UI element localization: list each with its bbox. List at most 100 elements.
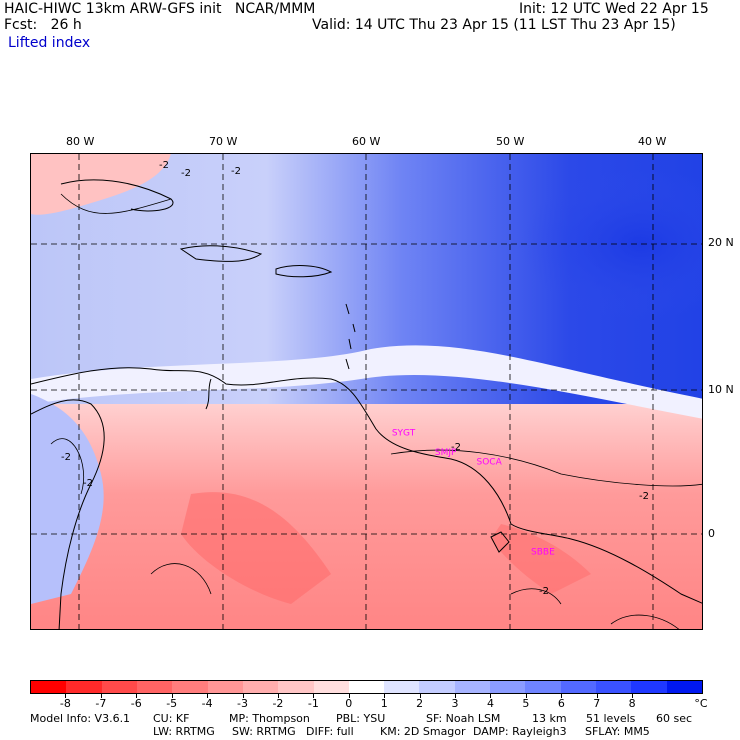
resolution: 13 km xyxy=(532,712,567,725)
station-label: SMJP xyxy=(435,448,457,458)
lat-label-20n: 20 N xyxy=(708,236,734,249)
contour-label: -2 xyxy=(451,442,461,453)
lon-label-60w: 60 W xyxy=(352,135,381,148)
colorbar-swatch xyxy=(384,681,420,693)
diff-scheme: DIFF: full xyxy=(306,725,354,738)
km-scheme: KM: 2D Smagor xyxy=(380,725,466,738)
colorbar-swatch xyxy=(207,681,243,693)
lat-label-10n: 10 N xyxy=(708,383,734,396)
colorbar-tick xyxy=(525,694,527,698)
contour-label: -2 xyxy=(231,166,241,177)
colorbar-swatch xyxy=(136,681,173,693)
colorbar-tick-label: 8 xyxy=(628,697,636,710)
valid-time: Valid: 14 UTC Thu 23 Apr 15 (11 LST Thu … xyxy=(312,17,676,33)
colorbar-swatch xyxy=(560,681,596,693)
pbl-scheme: PBL: YSU xyxy=(336,712,386,725)
colorbar-tick-label: -8 xyxy=(59,697,71,710)
colorbar-swatch xyxy=(31,681,67,693)
colorbar-tick xyxy=(632,694,634,698)
contour-label: -2 xyxy=(83,478,93,489)
colorbar-tick xyxy=(313,694,315,698)
colorbar-swatch xyxy=(596,681,632,693)
vertical-levels: 51 levels xyxy=(586,712,636,725)
colorbar-tick-label: -4 xyxy=(201,697,213,710)
station-label: SYGT xyxy=(392,428,416,438)
south-unstable-field xyxy=(31,404,702,629)
colorbar-tick-label: 3 xyxy=(451,697,459,710)
forecast-hour: Fcst: 26 h xyxy=(4,17,82,33)
colorbar-swatch xyxy=(242,681,279,693)
colorbar-tick xyxy=(596,694,598,698)
colorbar-tick-label: 4 xyxy=(486,697,494,710)
cu-scheme: CU: KF xyxy=(153,712,190,725)
colorbar-unit: °C xyxy=(694,697,708,710)
colorbar-tick-label: 5 xyxy=(522,697,530,710)
colorbar-swatch xyxy=(631,681,667,693)
colorbar-tick xyxy=(100,694,102,698)
lw-scheme: LW: RRTMG xyxy=(153,725,215,738)
colorbar-tick-label: -3 xyxy=(237,697,248,710)
colorbar-tick xyxy=(207,694,209,698)
sw-scheme: SW: RRTMG xyxy=(232,725,296,738)
model-title: HAIC-HIWC 13km ARW-GFS init NCAR/MMM xyxy=(4,1,316,17)
colorbar-swatch xyxy=(278,681,314,693)
colorbar-tick-label: -2 xyxy=(272,697,284,710)
contour-label: -2 xyxy=(539,586,549,597)
colorbar-tick-label: -7 xyxy=(95,697,107,710)
colorbar-tick xyxy=(277,694,279,698)
colorbar-swatch xyxy=(454,681,491,693)
colorbar-tick-label: 2 xyxy=(416,697,424,710)
colorbar-tick xyxy=(455,694,457,698)
colorbar-tick-label: 6 xyxy=(557,697,565,710)
colorbar-tick xyxy=(561,694,563,698)
colorbar-tick xyxy=(136,694,138,698)
northwest-red-patch xyxy=(31,154,171,215)
colorbar-swatch xyxy=(66,681,102,693)
colorbar-tick-label: 1 xyxy=(380,697,388,710)
mp-scheme: MP: Thompson xyxy=(229,712,310,725)
lon-label-50w: 50 W xyxy=(496,135,525,148)
time-step: 60 sec xyxy=(656,712,693,725)
lon-label-80w: 80 W xyxy=(66,135,95,148)
contour-label: -2 xyxy=(61,452,71,463)
colorbar-tick xyxy=(419,694,421,698)
coastlines xyxy=(31,179,702,629)
colorbar-swatch xyxy=(172,681,208,693)
colorbar-swatch xyxy=(101,681,137,693)
contour-label: -2 xyxy=(639,491,649,502)
colorbar-tick xyxy=(490,694,492,698)
colorbar-tick xyxy=(65,694,67,698)
colorbar-tick-label: -1 xyxy=(307,697,319,710)
contour-label: -2 xyxy=(159,160,169,171)
colorbar-swatch xyxy=(490,681,526,693)
damp-scheme: DAMP: Rayleigh3 xyxy=(473,725,567,738)
para-red-cell xyxy=(491,524,591,594)
lat-lon-grid xyxy=(31,154,702,629)
colorbar-tick xyxy=(242,694,244,698)
colorbar-swatch xyxy=(348,681,385,693)
station-label: SBBE xyxy=(531,547,555,557)
colorbar-swatch xyxy=(525,681,561,693)
colorbar-swatch xyxy=(666,681,702,693)
lon-label-40w: 40 W xyxy=(638,135,667,148)
model-info: Model Info: V3.6.1 xyxy=(30,712,131,725)
colorbar-swatch xyxy=(313,681,349,693)
colorbar-tick xyxy=(384,694,386,698)
lat-label-0: 0 xyxy=(708,527,715,540)
sf-scheme: SF: Noah LSM xyxy=(426,712,501,725)
colorbar-swatch xyxy=(419,681,455,693)
station-label: SOCA xyxy=(476,457,502,467)
colorbar-tick-label: 7 xyxy=(593,697,601,710)
init-time: Init: 12 UTC Wed 22 Apr 15 xyxy=(519,1,709,17)
field-name: Lifted index xyxy=(8,35,91,51)
sflay-scheme: SFLAY: MM5 xyxy=(585,725,650,738)
colorbar-tick xyxy=(348,694,350,698)
contour-label: -2 xyxy=(181,168,191,179)
transition-zone xyxy=(31,345,702,419)
pacific-stable-tongue xyxy=(31,394,104,604)
colorbar-tick-label: 0 xyxy=(345,697,353,710)
contours xyxy=(50,193,702,629)
lon-label-70w: 70 W xyxy=(209,135,238,148)
colorbar-tick-label: -6 xyxy=(130,697,142,710)
colorbar-tick xyxy=(171,694,173,698)
